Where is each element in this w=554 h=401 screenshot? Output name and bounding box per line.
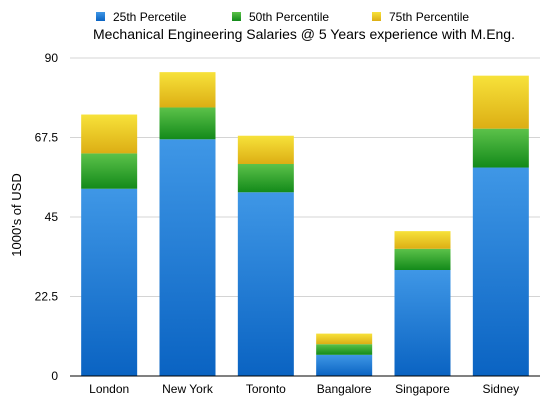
y-tick-label: 67.5 bbox=[35, 131, 59, 145]
bar-singapore-series-3 bbox=[394, 231, 451, 249]
legend-swatch-3 bbox=[372, 12, 381, 21]
y-tick-label: 45 bbox=[45, 210, 59, 224]
y-tick-label: 90 bbox=[45, 51, 59, 65]
bar-singapore-series-1 bbox=[394, 270, 451, 376]
bar-sidney-series-3 bbox=[472, 75, 529, 129]
y-tick-label: 22.5 bbox=[35, 290, 59, 304]
x-category-label: New York bbox=[162, 382, 214, 396]
bar-bangalore-series-3 bbox=[316, 333, 373, 345]
y-tick-label: 0 bbox=[51, 369, 58, 383]
legend-label-1: 25th Percetile bbox=[113, 10, 187, 24]
bar-london-series-2 bbox=[81, 153, 138, 189]
bar-new-york-series-1 bbox=[159, 139, 216, 376]
bar-london-series-3 bbox=[81, 114, 138, 154]
bar-bangalore-series-2 bbox=[316, 344, 373, 355]
legend-label-3: 75th Percentile bbox=[389, 10, 469, 24]
x-axis-categories: London New York Toronto Bangalore Singapore S… bbox=[89, 382, 519, 396]
legend-label-2: 50th Percentile bbox=[249, 10, 329, 24]
y-axis-ticks: 0 22.5 45 67.5 90 bbox=[35, 51, 59, 383]
bar-toronto-series-2 bbox=[237, 164, 294, 193]
bar-toronto-series-1 bbox=[237, 192, 294, 376]
bar-toronto-series-3 bbox=[237, 135, 294, 164]
chart-title: Mechanical Engineering Salaries @ 5 Year… bbox=[93, 26, 515, 42]
bar-sidney-series-1 bbox=[472, 167, 529, 376]
bar-sidney-series-2 bbox=[472, 128, 529, 168]
x-category-label: Bangalore bbox=[317, 382, 372, 396]
y-axis-label: 1000's of USD bbox=[9, 173, 24, 256]
bar-bangalore-series-1 bbox=[316, 354, 373, 376]
bar-london-series-1 bbox=[81, 188, 138, 376]
bars bbox=[81, 72, 529, 376]
x-category-label: Toronto bbox=[246, 382, 286, 396]
bar-new-york-series-3 bbox=[159, 72, 216, 108]
legend: 25th Percetile 50th Percentile 75th Percen… bbox=[96, 10, 469, 24]
bar-new-york-series-2 bbox=[159, 107, 216, 140]
legend-swatch-2 bbox=[232, 12, 241, 21]
bar-singapore-series-2 bbox=[394, 248, 451, 270]
x-category-label: Singapore bbox=[395, 382, 450, 396]
gridlines bbox=[70, 57, 540, 297]
x-category-label: Sidney bbox=[482, 382, 519, 396]
x-category-label: London bbox=[89, 382, 129, 396]
legend-swatch-1 bbox=[96, 12, 105, 21]
